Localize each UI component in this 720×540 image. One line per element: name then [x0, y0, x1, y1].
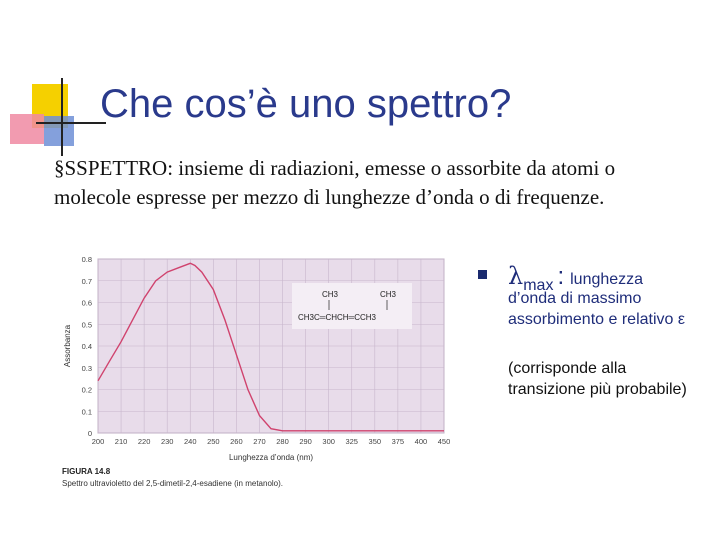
- x-tick-label: 240: [184, 437, 197, 446]
- x-tick-label: 290: [299, 437, 312, 446]
- y-tick-label: 0.3: [82, 364, 92, 373]
- uv-spectrum-chart: 0 0.1 0.2 0.3 0.4 0.5 0.6 0.7 0.8 200 210 220 230 240…: [62, 255, 451, 488]
- x-tick-label: 210: [115, 437, 128, 446]
- slide-title: Che cos’è uno spettro?: [100, 82, 512, 126]
- spectrum-curve-series: [97, 262, 444, 432]
- structure-box: [292, 283, 412, 329]
- y-tick-label: 0.6: [82, 299, 92, 308]
- x-tick-label: 280: [276, 437, 289, 446]
- x-tick-label: 300: [322, 437, 335, 446]
- spectrum-figure: 0 0.1 0.2 0.3 0.4 0.5 0.6 0.7 0.8 200 210 220 230 240…: [58, 253, 460, 491]
- y-tick-label: 0.7: [82, 277, 92, 286]
- lambda-paren-note: (corrisponde alla transizione più probab…: [508, 360, 687, 398]
- x-tick-label: 260: [230, 437, 243, 446]
- x-tick-label: 220: [138, 437, 151, 446]
- lambda-subscript: max: [523, 277, 554, 294]
- lambda-symbol: λ: [508, 262, 524, 290]
- x-tick-label: 200: [92, 437, 105, 446]
- y-tick-label: 0: [88, 429, 92, 438]
- y-tick-label: 0.4: [82, 342, 92, 351]
- x-tick-label: 400: [415, 437, 428, 446]
- y-axis-label: Assorbanza: [63, 324, 72, 367]
- structure-top-left: CH3: [322, 290, 339, 299]
- x-tick-label: 350: [369, 437, 382, 446]
- y-tick-label: 0.2: [82, 386, 92, 395]
- y-tick-label: 0.1: [82, 407, 92, 416]
- structure-top-right: CH3: [380, 290, 397, 299]
- lambda-desc-first: lunghezza: [570, 271, 644, 288]
- corner-decoration: [0, 0, 110, 160]
- x-tick-label: 230: [161, 437, 174, 446]
- lambda-colon: :: [557, 263, 565, 290]
- bullet-square-icon: [478, 270, 487, 279]
- corner-decoration-graphic: [10, 78, 106, 156]
- x-tick-label: 375: [392, 437, 405, 446]
- x-tick-label: 325: [345, 437, 358, 446]
- figure-caption-label: FIGURA 14.8: [62, 467, 111, 476]
- x-tick-label: 270: [253, 437, 266, 446]
- lambda-max-line: λmax: lunghezza: [508, 262, 644, 294]
- y-tick-label: 0.8: [82, 255, 92, 264]
- x-axis-label: Lunghezza d’onda (nm): [229, 453, 313, 462]
- x-tick-label: 450: [438, 437, 451, 446]
- x-tick-label: 250: [207, 437, 220, 446]
- slide-body-text: §SSPETTRO: insieme di radiazioni, emesse…: [54, 156, 616, 209]
- structure-formula: CH3C═CHCH═CCH3: [298, 313, 377, 322]
- y-tick-label: 0.5: [82, 320, 92, 329]
- figure-caption-text: Spettro ultravioletto del 2,5-dimetil-2,…: [62, 479, 283, 488]
- lambda-desc-rest: d’onda di massimo assorbimento e relativ…: [508, 290, 685, 328]
